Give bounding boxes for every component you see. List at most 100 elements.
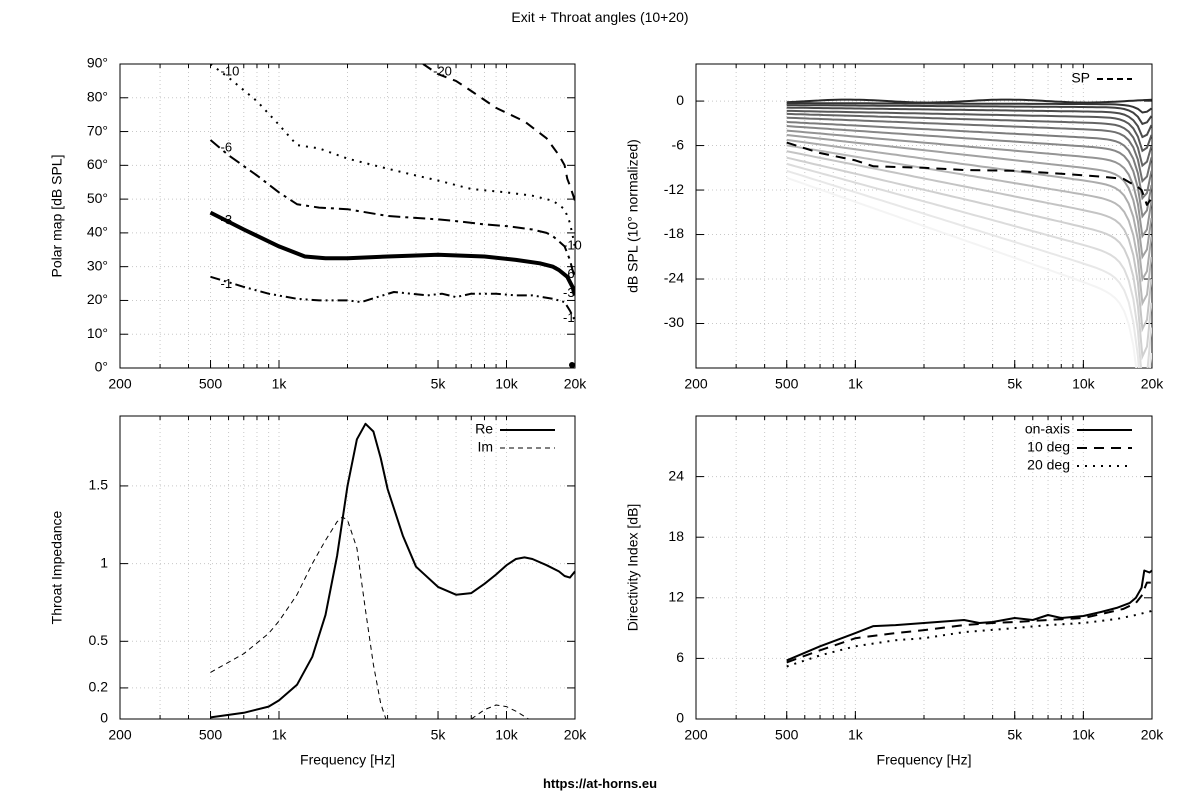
polar-x-tick-label: 500 — [199, 376, 223, 392]
polar-y-tick-label: 0° — [95, 359, 108, 375]
impedance-legend-label: Im — [477, 439, 493, 455]
directivity-y-tick-label: 0 — [676, 710, 684, 726]
polar-contour-m10 — [209, 64, 575, 249]
directivity-x-tick-label: 1k — [848, 727, 864, 743]
polar-y-tick-label: 80° — [87, 88, 108, 104]
polar-series-group — [209, 64, 575, 322]
polar-contour-m6 — [209, 139, 575, 278]
impedance-x-tick-label: 500 — [199, 727, 223, 743]
impedance-x-axis-label: Frequency [Hz] — [300, 752, 395, 768]
polar-x-tick-label: 1k — [272, 376, 288, 392]
directivity-frame — [695, 415, 1153, 720]
impedance-legend: Re Im — [475, 421, 555, 455]
normalized-frame — [695, 63, 1153, 369]
normalized-angle-curve — [786, 150, 1152, 333]
polar-y-tick-label: 50° — [87, 190, 108, 206]
polar-x-tick-label: 20k — [564, 376, 588, 392]
normalized-angle-curve — [786, 106, 1152, 139]
normalized-angle-curve — [786, 144, 1152, 307]
directivity-x-tick-label: 5k — [1007, 727, 1023, 743]
directivity-x-tick-label: 20k — [1141, 727, 1165, 743]
normalized-angle-curve — [786, 116, 1152, 184]
polar-frame — [119, 63, 576, 369]
polar-y-tick-label: 70° — [87, 122, 108, 138]
normalized-angle-curve — [786, 138, 1152, 283]
polar-y-tick-label: 20° — [87, 291, 108, 307]
impedance-y-tick-label: 0 — [100, 710, 108, 726]
impedance-im-curve — [210, 516, 387, 720]
normalized-series-group — [786, 98, 1152, 368]
polar-contour-label: -6 — [221, 139, 233, 154]
normalized-angle-curve — [786, 156, 1152, 361]
directivity-y-tick-label: 18 — [668, 528, 684, 544]
normalized-angle-curve — [786, 109, 1152, 153]
impedance-frame — [119, 415, 576, 720]
normalized-legend: SP — [1071, 70, 1132, 86]
polar-x-tick-label: 5k — [431, 376, 447, 392]
directivity-legend: on-axis 10 deg 20 deg — [1025, 421, 1132, 473]
polar-y-tick-label: 90° — [87, 55, 108, 71]
directivity-curve-0 — [786, 569, 1153, 662]
directivity-curve-1 — [786, 581, 1152, 664]
normalized-x-tick-label: 10k — [1072, 376, 1096, 392]
polar-contour-label: -6 — [563, 266, 575, 281]
directivity-y-tick-label: 12 — [668, 589, 684, 605]
impedance-x-tick-label: 10k — [495, 727, 519, 743]
polar-contour-m1 — [210, 275, 575, 322]
polar-contour-label: -10 — [221, 63, 240, 78]
normalized-angle-curve — [786, 162, 1152, 368]
normalized-angle-curve — [786, 104, 1152, 126]
impedance-y-tick-label: 0.2 — [89, 679, 109, 695]
polar-y-tick-label: 10° — [87, 325, 108, 341]
polar-y-axis-label: Polar map [dB SPL] — [49, 155, 65, 278]
polar-y-tick-label: 30° — [87, 257, 108, 273]
polar-contour-label: -20 — [433, 63, 452, 78]
normalized-y-tick-label: -6 — [672, 136, 685, 152]
directivity-axes: 0 6 12 18 24 200 500 1k 5k 10k 20k Directivity Inde… — [625, 415, 1165, 768]
polar-contour-label: -1 — [221, 276, 233, 291]
polar-contour-label: -3 — [563, 285, 575, 300]
normalized-y-axis-label: dB SPL (10° normalized) — [625, 139, 641, 293]
normalized-y-tick-label: -18 — [664, 225, 684, 241]
normalized-x-tick-label: 5k — [1007, 376, 1023, 392]
polar-corner-dot — [569, 362, 575, 368]
polar-y-tick-label: 40° — [87, 224, 108, 240]
normalized-angle-curve — [786, 176, 1138, 368]
normalized-y-tick-label: -24 — [664, 270, 684, 286]
impedance-axes: 0 0.2 0.5 1 1.5 200 500 1k 5k 10k 20k Throat Impeda… — [49, 415, 587, 768]
normalized-angle-curve — [786, 112, 1152, 168]
impedance-x-tick-label: 5k — [431, 727, 447, 743]
normalized-angle-curve — [786, 125, 1152, 219]
directivity-curve-2 — [786, 609, 1153, 668]
normalized-sound-power-curve — [786, 141, 1152, 206]
polar-axes: 0° 10° 20° 30° 40° 50° 60° 70° 80° 90° 200 500 1k 5k 1… — [49, 55, 588, 392]
normalized-angle-curve — [786, 129, 1152, 239]
polar-x-tick-label: 10k — [495, 376, 519, 392]
impedance-y-axis-label: Throat Impedance — [49, 510, 65, 624]
impedance-x-tick-label: 1k — [272, 727, 288, 743]
normalized-x-tick-label: 1k — [848, 376, 864, 392]
normalized-legend-label: SP — [1071, 70, 1090, 86]
polar-contour-m20 — [422, 64, 575, 202]
polar-y-tick-label: 60° — [87, 156, 108, 172]
directivity-legend-label: on-axis — [1025, 421, 1070, 437]
normalized-y-tick-label: -30 — [664, 314, 684, 330]
normalized-x-tick-label: 200 — [684, 376, 708, 392]
impedance-re-curve — [210, 422, 576, 719]
impedance-y-tick-label: 1 — [100, 554, 108, 570]
normalized-angle-curve — [786, 169, 1152, 368]
impedance-legend-label: Re — [475, 421, 493, 437]
directivity-legend-label: 20 deg — [1027, 457, 1070, 473]
impedance-series-group — [210, 422, 576, 720]
directivity-legend-label: 10 deg — [1027, 439, 1070, 455]
normalized-angle-curve — [786, 102, 1152, 114]
polar-contour-m3 — [209, 210, 575, 296]
normalized-angle-curve — [786, 98, 1152, 104]
normalized-y-tick-label: 0 — [676, 92, 684, 108]
directivity-y-axis-label: Directivity Index [dB] — [625, 504, 641, 632]
directivity-x-axis-label: Frequency [Hz] — [877, 752, 972, 768]
impedance-x-tick-label: 200 — [108, 727, 132, 743]
impedance-y-tick-label: 0.5 — [89, 632, 109, 648]
normalized-y-tick-label: -12 — [664, 181, 684, 197]
